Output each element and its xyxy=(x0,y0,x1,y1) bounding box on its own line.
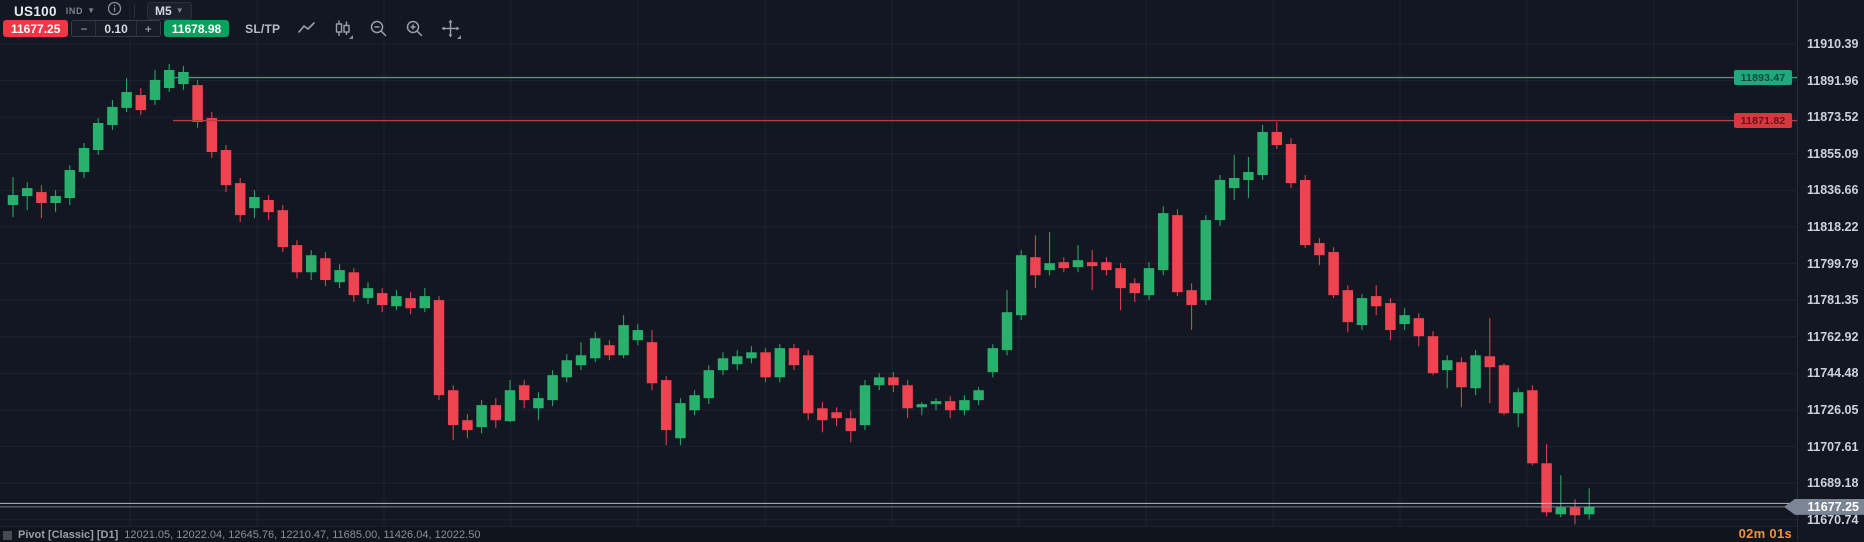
indicator-legend[interactable]: Pivot [Classic] [D1] 12021.05, 12022.04,… xyxy=(3,529,480,541)
indicator-name[interactable]: Pivot [Classic] [D1] xyxy=(18,529,119,541)
zoom-out-icon[interactable] xyxy=(369,19,388,38)
volume-increase-button[interactable]: + xyxy=(144,21,152,36)
time-axis-strip xyxy=(0,526,1797,542)
take-profit-price-value: 11893.47 xyxy=(1740,71,1786,84)
price-axis-tick: 11689.18 xyxy=(1807,476,1859,491)
zoom-in-icon[interactable] xyxy=(405,19,424,38)
volume-stepper: − 0.10 + xyxy=(71,20,161,37)
price-axis-tick: 11799.79 xyxy=(1807,256,1859,271)
stop-loss-price-label[interactable]: 11871.82 xyxy=(1734,113,1792,129)
pan-move-icon[interactable] xyxy=(441,19,462,39)
price-axis-tick: 11855.09 xyxy=(1807,146,1859,161)
symbol-dropdown-caret-icon[interactable]: ▼ xyxy=(87,6,96,15)
timeframe-selector[interactable]: M5 ▼ xyxy=(147,2,192,20)
price-axis-tick: 11726.05 xyxy=(1807,402,1859,417)
price-axis-tick: 11891.96 xyxy=(1807,73,1859,88)
candlestick-style-dropdown-corner xyxy=(349,35,354,39)
info-icon[interactable] xyxy=(107,1,122,21)
candle-countdown-timer: 02m 01s xyxy=(1738,526,1792,541)
indicator-color-swatch-icon xyxy=(3,530,12,540)
price-axis-tick: 11836.66 xyxy=(1807,183,1859,198)
candlestick-style-icon[interactable] xyxy=(333,19,354,39)
take-profit-price-label[interactable]: 11893.47 xyxy=(1734,70,1792,86)
symbol-row: US100 IND ▼ M5 ▼ xyxy=(14,1,192,21)
price-axis[interactable]: 11910.39 11891.96 11873.52 11855.09 11836.66… xyxy=(1797,0,1864,541)
stop-loss-price-value: 11871.82 xyxy=(1740,114,1786,127)
price-axis-tick: 11670.74 xyxy=(1807,512,1859,527)
sell-price-button[interactable]: 11677.25 xyxy=(3,20,69,37)
symbol-name[interactable]: US100 xyxy=(14,3,57,19)
line-chart-icon[interactable] xyxy=(297,19,316,38)
current-price-tag: 11677.25 xyxy=(1784,498,1864,515)
current-price-value: 11677.25 xyxy=(1807,499,1859,514)
price-axis-tick: 11744.48 xyxy=(1807,366,1859,381)
price-axis-tick: 11707.61 xyxy=(1807,439,1859,454)
sltp-button[interactable]: SL/TP xyxy=(245,21,281,36)
timeframe-value: M5 xyxy=(155,4,172,18)
price-axis-tick: 11910.39 xyxy=(1807,37,1859,51)
volume-decrease-button[interactable]: − xyxy=(80,21,88,36)
price-axis-tick: 11781.35 xyxy=(1807,293,1859,308)
buy-price-button[interactable]: 11678.98 xyxy=(163,20,230,37)
price-axis-tick: 11762.92 xyxy=(1807,329,1859,344)
toolbar-divider xyxy=(134,4,136,18)
indicator-values: 12021.05, 12022.04, 12645.76, 12210.47, … xyxy=(124,529,481,541)
price-axis-tick: 11818.22 xyxy=(1807,219,1859,234)
price-axis-tick: 11873.52 xyxy=(1807,110,1859,125)
volume-value[interactable]: 0.10 xyxy=(95,21,137,36)
timeframe-dropdown-caret-icon: ▼ xyxy=(175,6,184,15)
market-type-badge: IND xyxy=(65,6,84,16)
order-row: 11677.25 − 0.10 + 11678.98 SL/TP xyxy=(3,19,462,39)
pan-move-dropdown-corner xyxy=(457,35,462,39)
candlestick-chart[interactable] xyxy=(0,0,1797,541)
